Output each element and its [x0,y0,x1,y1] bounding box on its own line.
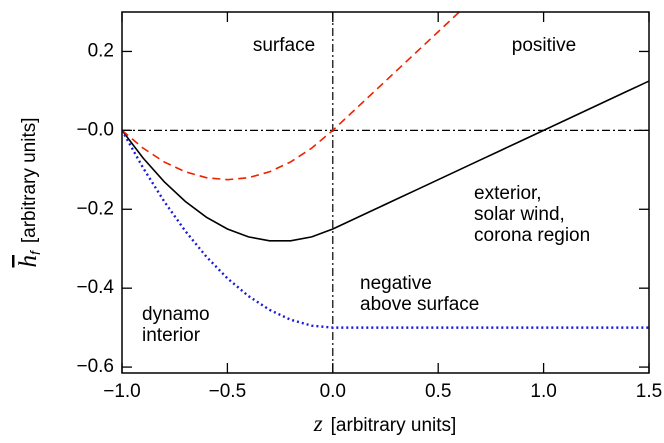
annotation: corona region [474,225,590,246]
annotation: negative [360,273,432,294]
annotation: exterior, [474,183,542,204]
y-label-text: hf [arbitrary units] [15,117,43,267]
annotation: dynamo [142,304,210,325]
x-tick-label: 0.0 [320,381,346,402]
y-tick-label: −0.6 [76,356,114,377]
x-tick-label: 0.5 [425,381,451,402]
annotation: solar wind, [474,204,565,225]
y-tick-label: −0.0 [76,119,114,140]
y-tick-label: 0.2 [88,40,114,61]
annotation: interior [142,325,201,346]
y-label-units: [arbitrary units] [19,117,40,243]
annotation: positive [512,35,576,56]
x-tick-label: −0.5 [209,381,247,402]
series-line [122,80,649,242]
series-line [122,12,460,181]
y-label-subscript: f [27,249,43,255]
y-tick-label: −0.4 [76,277,114,298]
x-tick-label: −1.0 [103,381,141,402]
annotation: surface [253,35,315,56]
y-axis-label: hf [arbitrary units] [15,117,43,267]
x-label-units: [arbitrary units] [331,415,457,436]
x-label-symbol: z [313,411,323,436]
annotation: above surface [360,294,479,315]
x-tick-label: 1.0 [530,381,556,402]
y-label-symbol: h [15,255,42,268]
x-axis-label: z [arbitrary units] [313,411,457,436]
x-tick-label: 1.5 [636,381,662,402]
plot-frame [121,11,650,374]
y-tick-label: −0.2 [76,198,114,219]
